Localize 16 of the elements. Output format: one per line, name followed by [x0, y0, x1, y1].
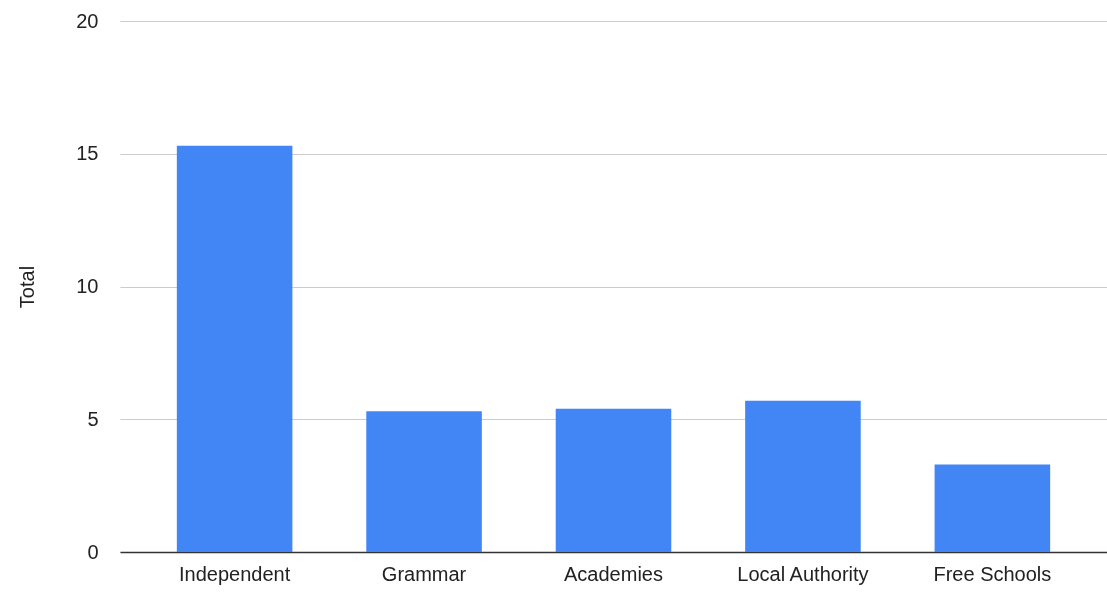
y-tick-label: 15	[76, 142, 99, 165]
bar	[745, 400, 861, 552]
bar	[366, 411, 482, 552]
x-tick-label: Free Schools	[933, 562, 1052, 585]
bar	[176, 145, 293, 552]
y-tick-label: 0	[87, 540, 99, 563]
x-tick-label: Local Authority	[737, 562, 869, 585]
x-tick-label: Grammar	[381, 562, 467, 585]
y-tick-label: 20	[76, 9, 99, 32]
bar	[555, 408, 672, 552]
y-tick-label: 10	[76, 275, 99, 297]
y-axis-title: Total	[16, 265, 39, 309]
bar	[934, 464, 1051, 552]
y-tick-label: 5	[87, 407, 99, 430]
x-tick-label: Academies	[564, 562, 663, 585]
x-tick-label: Independent	[179, 562, 291, 585]
